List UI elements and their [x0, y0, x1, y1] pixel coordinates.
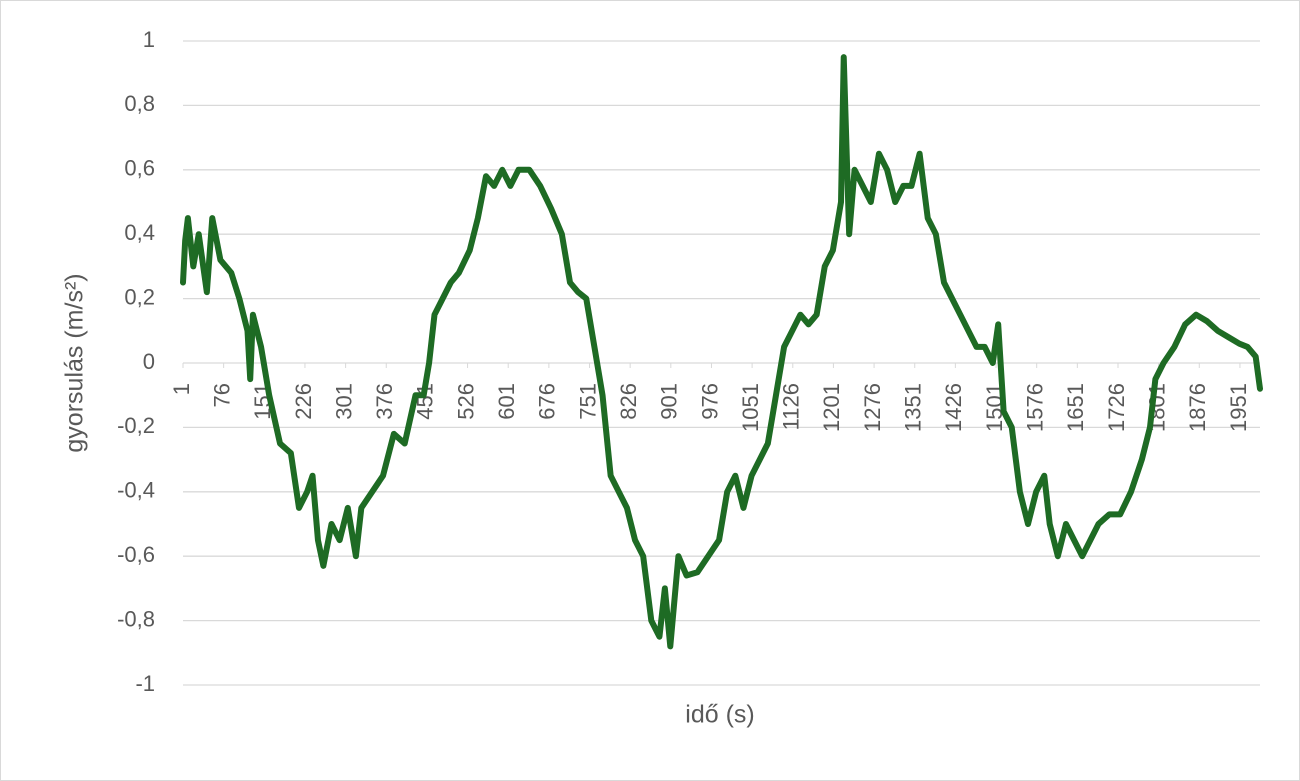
y-tick-label: -1 — [135, 671, 155, 696]
x-tick-label: 1651 — [1063, 383, 1088, 432]
x-tick-label: 1201 — [819, 383, 844, 432]
x-tick-label: 1726 — [1104, 383, 1129, 432]
y-tick-label: 0,8 — [124, 91, 155, 116]
x-tick-label: 976 — [697, 383, 722, 420]
y-tick-label: 0 — [143, 349, 155, 374]
x-tick-label: 226 — [291, 383, 316, 420]
x-tick-label: 1126 — [779, 383, 804, 430]
x-tick-label: 676 — [535, 383, 560, 420]
data-line — [180, 54, 1263, 650]
x-tick-label: 76 — [209, 383, 234, 407]
x-axis-title: idő (s) — [685, 701, 754, 729]
y-tick-label: 0,2 — [124, 284, 155, 309]
x-tick-label: 1276 — [860, 383, 885, 432]
y-tick-label: 0,6 — [124, 156, 155, 181]
x-tick-label: 1051 — [738, 383, 763, 432]
x-tick-label: 751 — [575, 383, 600, 420]
y-tick-label: -0,6 — [117, 542, 155, 567]
x-tick-label: 1876 — [1185, 383, 1210, 432]
x-tick-label: 376 — [372, 383, 397, 420]
x-tick-label: 1 — [169, 383, 194, 395]
x-tick-label: 1951 — [1226, 383, 1251, 432]
y-tick-label: -0,4 — [117, 478, 155, 503]
y-tick-label: 1 — [143, 27, 155, 52]
x-tick-label: 526 — [453, 383, 478, 420]
x-tick-label: 1576 — [1022, 383, 1047, 432]
y-tick-label: 0,4 — [124, 220, 155, 245]
x-tick-label: 301 — [331, 383, 356, 420]
x-tick-label: 901 — [657, 383, 682, 420]
x-tick-label: 826 — [616, 383, 641, 420]
x-tick-label: 1426 — [941, 383, 966, 432]
y-axis-title: gyorsulás (m/s²) — [61, 273, 89, 452]
x-tick-label: 601 — [494, 383, 519, 420]
x-tick-label: 1351 — [901, 383, 926, 432]
y-tick-label: -0,8 — [117, 606, 155, 631]
y-tick-label: -0,2 — [117, 413, 155, 438]
